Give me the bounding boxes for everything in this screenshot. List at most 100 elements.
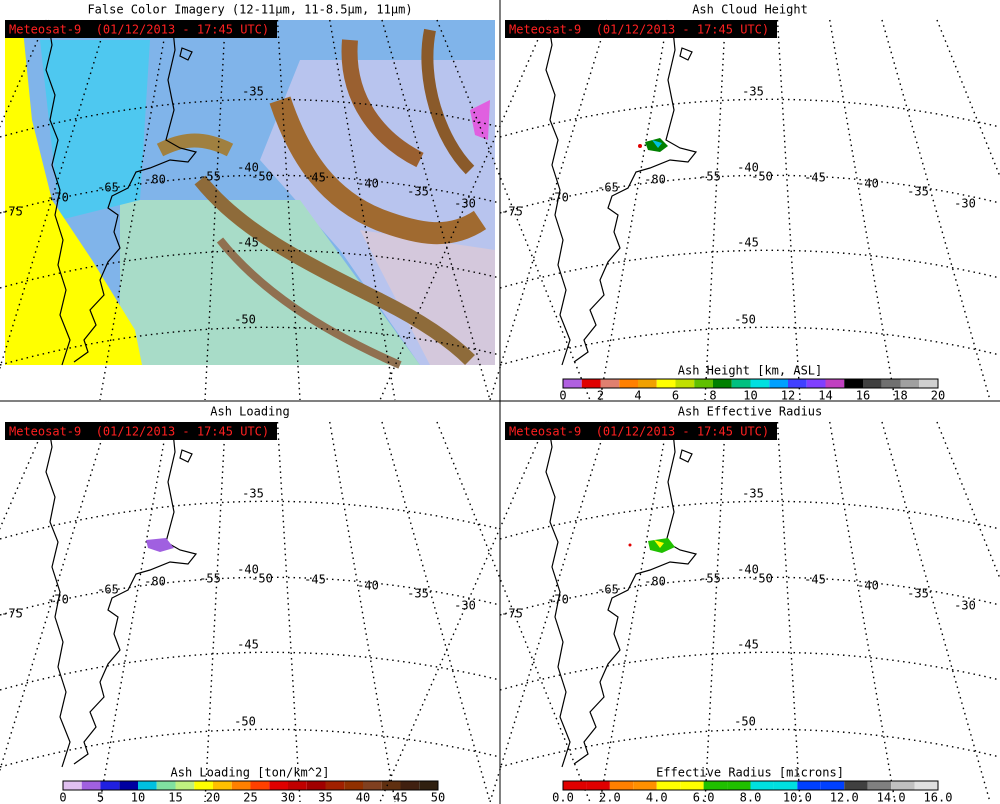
colorbar-swatch	[914, 781, 938, 790]
lon-label: -30	[454, 197, 476, 211]
lon-label: -30	[454, 599, 476, 613]
colorbar-tick: 2	[597, 389, 604, 403]
colorbar-swatch	[633, 781, 657, 790]
colorbar-swatch	[694, 379, 713, 388]
lat-label: -45	[237, 638, 259, 652]
colorbar-tick: 5	[97, 791, 104, 804]
colorbar-tick: 0	[559, 389, 566, 403]
panel: -35 -40 -45 -50 -80 -55 -50 -45 -40 -35 -30 -65 -70 -…	[379, 3, 1000, 403]
colorbar-tick: 0	[59, 791, 66, 804]
lon-label: -35	[407, 185, 429, 199]
lon-grid-line	[599, 19, 669, 401]
lat-grid-line	[0, 500, 501, 540]
colorbar-swatch	[619, 379, 638, 388]
colorbar-swatch	[844, 781, 868, 790]
lat-label: -50	[734, 715, 756, 729]
lat-grid-line	[0, 174, 501, 214]
colorbar-swatch	[419, 781, 438, 790]
lon-label: -50	[251, 572, 273, 586]
colorbar-label: Ash Height [km, ASL]	[678, 364, 823, 378]
colorbar-frame	[562, 378, 939, 389]
lat-label: -35	[242, 487, 264, 501]
lat-grid-line	[499, 651, 1000, 691]
lon-label: -45	[804, 573, 826, 587]
lon-label: -75	[1, 205, 23, 219]
lon-label: -35	[407, 587, 429, 601]
lon-label: -40	[857, 579, 879, 593]
lon-grid-line	[489, 421, 608, 803]
colorbar-swatch	[703, 781, 728, 790]
colorbar-swatch	[288, 781, 307, 790]
lat-label: -40	[737, 563, 759, 577]
panel-title: Ash Effective Radius	[678, 405, 823, 419]
timestamp-box	[505, 20, 777, 38]
colorbar-swatch	[381, 781, 401, 790]
colorbar-swatch	[844, 379, 863, 388]
colorbar-swatch	[881, 379, 901, 388]
panel-title: Ash Loading	[210, 405, 289, 419]
lon-grid-line	[329, 421, 396, 803]
lat-grid-line	[499, 174, 1000, 214]
colorbar-swatch	[863, 379, 882, 388]
lat-label: -45	[737, 638, 759, 652]
lon-label: -50	[251, 170, 273, 184]
colorbar-swatch	[250, 781, 270, 790]
colorbar-swatch	[806, 379, 826, 388]
colorbar-swatch	[750, 379, 770, 388]
colorbar-tick: 8	[709, 389, 716, 403]
colorbar-swatch	[119, 781, 138, 790]
lat-grid-line	[499, 98, 1000, 138]
lat-grid-line	[0, 728, 501, 768]
colorbar-tick: 45	[393, 791, 407, 804]
lon-label: -50	[751, 572, 773, 586]
lat-grid-line	[499, 500, 1000, 540]
lon-label: -40	[357, 177, 379, 191]
colorbar-swatch	[656, 781, 681, 790]
colorbar-swatch	[788, 379, 807, 388]
colorbar-swatch	[609, 781, 634, 790]
lon-label: -50	[751, 170, 773, 184]
colorbar-swatch	[306, 781, 326, 790]
colorbar-swatch	[213, 781, 232, 790]
lon-label: -80	[644, 173, 666, 187]
lon-label: -30	[954, 599, 976, 613]
lon-grid-line	[776, 19, 801, 401]
colorbar-swatch	[900, 379, 920, 388]
colorbar-swatch	[400, 781, 420, 790]
colorbar-swatch	[563, 379, 582, 388]
colorbar-swatch	[138, 781, 157, 790]
colorbar-swatch	[773, 781, 798, 790]
panel: -35 -40 -45 -50 -80 -55 -50 -45 -40 -35 -30 -65 -70 -…	[0, 405, 591, 804]
colorbar-swatch	[769, 379, 788, 388]
panel-title: Ash Cloud Height	[692, 3, 808, 17]
colorbar-tick: 0.0	[552, 791, 574, 804]
lon-label: -65	[97, 181, 119, 195]
timestamp: Meteosat-9 (01/12/2013 - 17:45 UTC)	[509, 425, 769, 439]
colorbar-tick: 35	[318, 791, 332, 804]
ash-patch	[146, 138, 675, 553]
timestamp: Meteosat-9 (01/12/2013 - 17:45 UTC)	[509, 23, 769, 37]
lon-label: -80	[644, 575, 666, 589]
lon-grid-line	[436, 19, 591, 401]
colorbar-swatch	[867, 781, 892, 790]
lon-grid-line	[99, 19, 169, 401]
colorbar-swatch	[600, 379, 620, 388]
colorbar-swatch	[325, 781, 345, 790]
colorbar-swatch	[656, 379, 676, 388]
lon-label: -45	[304, 573, 326, 587]
panel: -35 -40 -45 -50 -80 -55 -50 -45 -40 -35 -30 -65 -70 -…	[0, 3, 591, 401]
lon-label: -70	[47, 191, 69, 205]
lon-label: -55	[199, 170, 221, 184]
timestamp-box	[505, 422, 777, 440]
colorbar-swatch	[797, 781, 821, 790]
lon-grid-line	[436, 421, 591, 803]
lon-label: -75	[501, 205, 523, 219]
lon-grid-line	[489, 19, 608, 401]
panel-title: False Color Imagery (12-11µm, 11-8.5µm, …	[87, 3, 412, 17]
colorbar-swatch	[156, 781, 176, 790]
colorbar-tick: 10	[131, 791, 145, 804]
colorbar-tick: 25	[243, 791, 257, 804]
timestamp-box	[5, 20, 277, 38]
lon-label: -70	[47, 593, 69, 607]
colorbar-tick: 14.0	[877, 791, 906, 804]
